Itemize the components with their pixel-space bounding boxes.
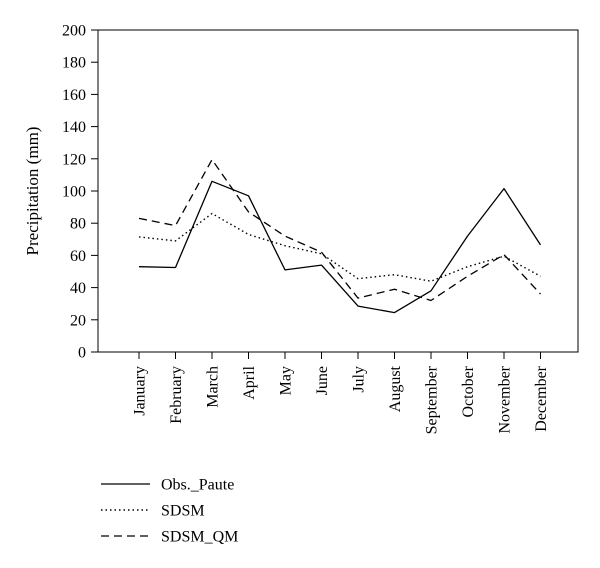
x-tick-label: April <box>241 365 258 399</box>
y-tick-label: 200 <box>62 23 86 40</box>
y-tick-label: 120 <box>62 151 86 168</box>
y-tick-label: 40 <box>70 280 86 297</box>
x-tick-label: March <box>205 366 222 408</box>
x-tick-label: September <box>424 365 441 434</box>
y-tick-label: 0 <box>78 345 86 362</box>
legend-item: SDSM_QM <box>101 529 238 546</box>
y-tick-label: 20 <box>70 312 86 329</box>
y-tick-label: 160 <box>62 87 86 104</box>
y-tick-label: 80 <box>70 216 86 233</box>
series-line-sdsm <box>138 212 541 282</box>
series-line-obs-paute <box>138 180 542 314</box>
x-tick-label: January <box>132 366 149 416</box>
x-axis: January February March April May June July Augu… <box>132 352 550 434</box>
legend-item: Obs._Paute <box>101 477 234 494</box>
x-tick-label: August <box>387 365 404 412</box>
legend-label: SDSM <box>161 503 205 520</box>
legend: Obs._Paute SDSM SDSM_QM <box>101 477 238 546</box>
x-tick-label: October <box>460 365 477 417</box>
legend-label: Obs._Paute <box>161 477 234 494</box>
y-tick-label: 140 <box>62 119 86 136</box>
legend-label: SDSM_QM <box>161 529 238 546</box>
x-tick-label: July <box>351 366 368 393</box>
y-tick-label: 60 <box>70 248 86 265</box>
y-tick-label: 100 <box>62 184 86 201</box>
x-tick-label: December <box>533 365 550 431</box>
x-tick-label: February <box>168 366 185 424</box>
x-tick-label: June <box>314 366 331 395</box>
series-lines <box>138 158 542 314</box>
x-tick-label: November <box>497 365 514 433</box>
y-axis-title: Precipitation (mm) <box>23 127 42 256</box>
y-tick-label: 180 <box>62 55 86 72</box>
series-line-sdsm-qm <box>138 158 541 302</box>
x-tick-label: May <box>278 366 295 395</box>
legend-item: SDSM <box>101 503 205 520</box>
y-axis: 0 20 40 60 80 100 120 140 160 180 200 <box>62 23 98 362</box>
